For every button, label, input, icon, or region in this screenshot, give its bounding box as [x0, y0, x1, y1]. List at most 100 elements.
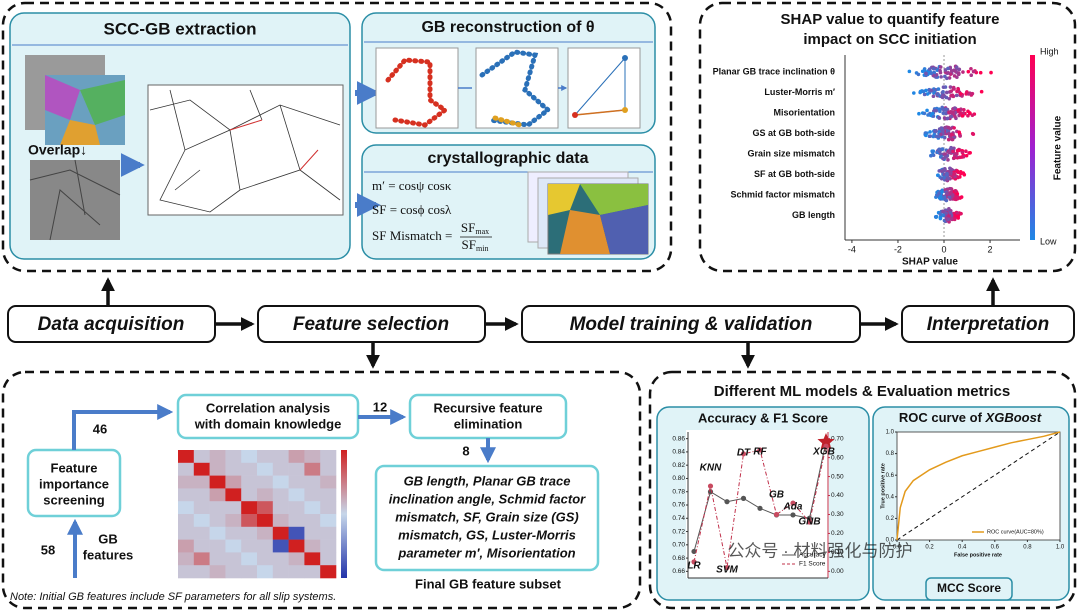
model-label: GNB — [798, 517, 820, 528]
point — [740, 495, 747, 501]
heatmap-cell — [257, 552, 274, 566]
model-label: XGB — [812, 447, 835, 458]
panel-title: SHAP value to quantify feature — [781, 11, 1000, 28]
shap-dot — [954, 195, 958, 200]
chance-line — [896, 431, 1061, 541]
grain — [600, 205, 648, 254]
heatmap-cell — [272, 475, 289, 489]
shap-dot — [937, 127, 942, 131]
equation: SF = cosϕ cosλ — [372, 202, 452, 217]
shap-dot — [946, 158, 950, 162]
shap-dot — [927, 67, 932, 72]
heatmap-cell — [225, 552, 242, 566]
x-tick-label: 0.6 — [991, 545, 1000, 551]
grain — [560, 210, 610, 254]
shap-dot — [954, 151, 958, 156]
shap-dot — [951, 85, 956, 90]
shap-dot — [941, 85, 946, 89]
y-axis-label: True positive rate — [880, 463, 886, 509]
shap-dot — [955, 211, 960, 215]
shap-dot — [938, 212, 943, 217]
shap-dot — [931, 152, 935, 157]
shap-dot — [924, 71, 928, 76]
feature-label: Grain size mismatch — [747, 148, 835, 158]
heatmap-cell — [193, 475, 210, 489]
y-tick-label: 0.74 — [672, 515, 685, 522]
shap-dot — [952, 155, 957, 160]
shap-dot — [938, 65, 943, 69]
subset-text: inclination angle, Schmid factor — [389, 491, 586, 506]
shap-dot — [951, 149, 955, 154]
heatmap-cell — [241, 539, 258, 553]
shap-dot — [942, 175, 947, 180]
feature-label: SF at GB both-side — [754, 169, 835, 179]
shap-dot — [912, 91, 916, 95]
shap-dot — [949, 217, 954, 221]
thumbnail — [475, 47, 559, 129]
shap-dot — [954, 189, 958, 193]
x-tick-label: -4 — [848, 244, 856, 254]
shap-dot — [941, 111, 946, 116]
mcc-label: MCC Score — [937, 581, 1001, 595]
shap-dot — [939, 154, 943, 158]
shap-dot — [940, 147, 945, 151]
equation: SF Mismatch = — [372, 228, 452, 243]
shap-dot — [947, 132, 951, 136]
heatmap-cell — [257, 501, 274, 515]
heatmap-cell — [193, 552, 210, 566]
feature-label: GB length — [792, 210, 835, 220]
shap-dot — [947, 170, 952, 174]
x-tick-label: 0.4 — [958, 545, 967, 551]
heatmap-cell — [241, 501, 258, 515]
node — [622, 55, 628, 61]
shap-dot — [933, 129, 937, 134]
equation-term: SFmin — [462, 237, 489, 253]
box-text: screening — [43, 492, 104, 507]
x-axis-label: False positive rate — [954, 552, 1002, 558]
shap-dot — [951, 110, 955, 115]
heatmap-cell — [288, 475, 305, 489]
y-tick-label: 0.82 — [672, 462, 685, 469]
shap-dot — [950, 167, 954, 172]
heatmap-cell — [272, 539, 289, 553]
heatmap-cell — [209, 501, 226, 515]
y2-tick-label: 0.10 — [831, 549, 844, 556]
shap-dot — [959, 211, 963, 216]
node — [572, 112, 578, 118]
heatmap-cell — [241, 475, 258, 489]
shap-dot — [959, 195, 964, 199]
shap-dot — [970, 131, 975, 136]
heatmap-cell — [272, 552, 289, 566]
panel-shap — [698, 1, 1077, 273]
shap-dot — [944, 198, 949, 203]
shap-dot — [956, 71, 961, 76]
shap-dot — [930, 111, 935, 116]
heatmap-cell — [209, 539, 226, 553]
chart-title: ROC curve of XGBoost — [899, 410, 1042, 425]
y2-tick-label: 0.30 — [831, 511, 844, 518]
point — [823, 443, 829, 449]
y-tick-label: 0.86 — [672, 435, 685, 442]
heatmap-cell — [225, 514, 242, 528]
box-text: importance — [39, 476, 109, 491]
model-label: LR — [687, 561, 701, 572]
count: 8 — [462, 443, 469, 458]
heatmap-cell — [272, 514, 289, 528]
heatmap-cell — [209, 514, 226, 528]
shap-dot — [937, 115, 941, 120]
shap-dot — [942, 168, 947, 173]
y-tick-label: 0.70 — [672, 542, 685, 549]
heatmap-cell — [304, 526, 321, 540]
heatmap-cell — [257, 539, 274, 553]
shap-dot — [942, 135, 947, 140]
shap-dot — [957, 130, 961, 134]
heatmap-cell — [257, 488, 274, 502]
heatmap-cell — [272, 565, 289, 579]
shap-dot — [941, 90, 945, 94]
dotted-boundary — [385, 57, 450, 128]
shap-dot — [928, 130, 932, 134]
shap-colorbar — [1030, 55, 1035, 240]
shap-dot — [924, 133, 928, 138]
heatmap-cell — [257, 462, 274, 476]
shap-dot — [946, 70, 951, 75]
